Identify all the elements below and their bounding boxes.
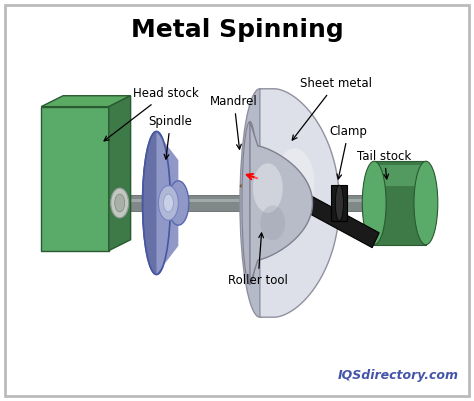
Text: Tail stock: Tail stock <box>357 150 411 179</box>
Text: Mandrel: Mandrel <box>210 95 258 149</box>
Text: IQSdirectory.com: IQSdirectory.com <box>337 369 459 382</box>
Ellipse shape <box>414 161 438 245</box>
Ellipse shape <box>242 122 258 284</box>
FancyBboxPatch shape <box>374 161 426 245</box>
Ellipse shape <box>168 181 189 225</box>
Ellipse shape <box>336 185 343 221</box>
FancyBboxPatch shape <box>5 5 469 396</box>
Text: Clamp: Clamp <box>329 125 367 179</box>
Polygon shape <box>255 169 379 248</box>
Polygon shape <box>240 169 290 201</box>
Ellipse shape <box>111 188 128 218</box>
Text: Spindle: Spindle <box>148 115 192 159</box>
Ellipse shape <box>115 194 125 212</box>
Text: Metal Spinning: Metal Spinning <box>131 18 343 42</box>
Ellipse shape <box>260 205 285 240</box>
Ellipse shape <box>362 161 386 245</box>
FancyBboxPatch shape <box>101 195 394 211</box>
Polygon shape <box>260 89 339 317</box>
Polygon shape <box>156 132 178 274</box>
Ellipse shape <box>158 186 178 221</box>
Polygon shape <box>109 96 131 251</box>
Ellipse shape <box>275 148 315 218</box>
FancyBboxPatch shape <box>374 166 426 186</box>
Polygon shape <box>250 122 312 284</box>
Text: Roller tool: Roller tool <box>228 233 288 287</box>
Ellipse shape <box>143 132 170 274</box>
Circle shape <box>257 167 277 187</box>
Text: Sheet metal: Sheet metal <box>292 77 372 140</box>
FancyBboxPatch shape <box>41 107 109 251</box>
Text: Head stock: Head stock <box>104 87 198 141</box>
FancyBboxPatch shape <box>331 185 347 221</box>
Ellipse shape <box>253 163 283 213</box>
FancyBboxPatch shape <box>101 199 394 202</box>
Ellipse shape <box>164 194 173 212</box>
Ellipse shape <box>240 89 280 317</box>
Polygon shape <box>41 96 131 107</box>
